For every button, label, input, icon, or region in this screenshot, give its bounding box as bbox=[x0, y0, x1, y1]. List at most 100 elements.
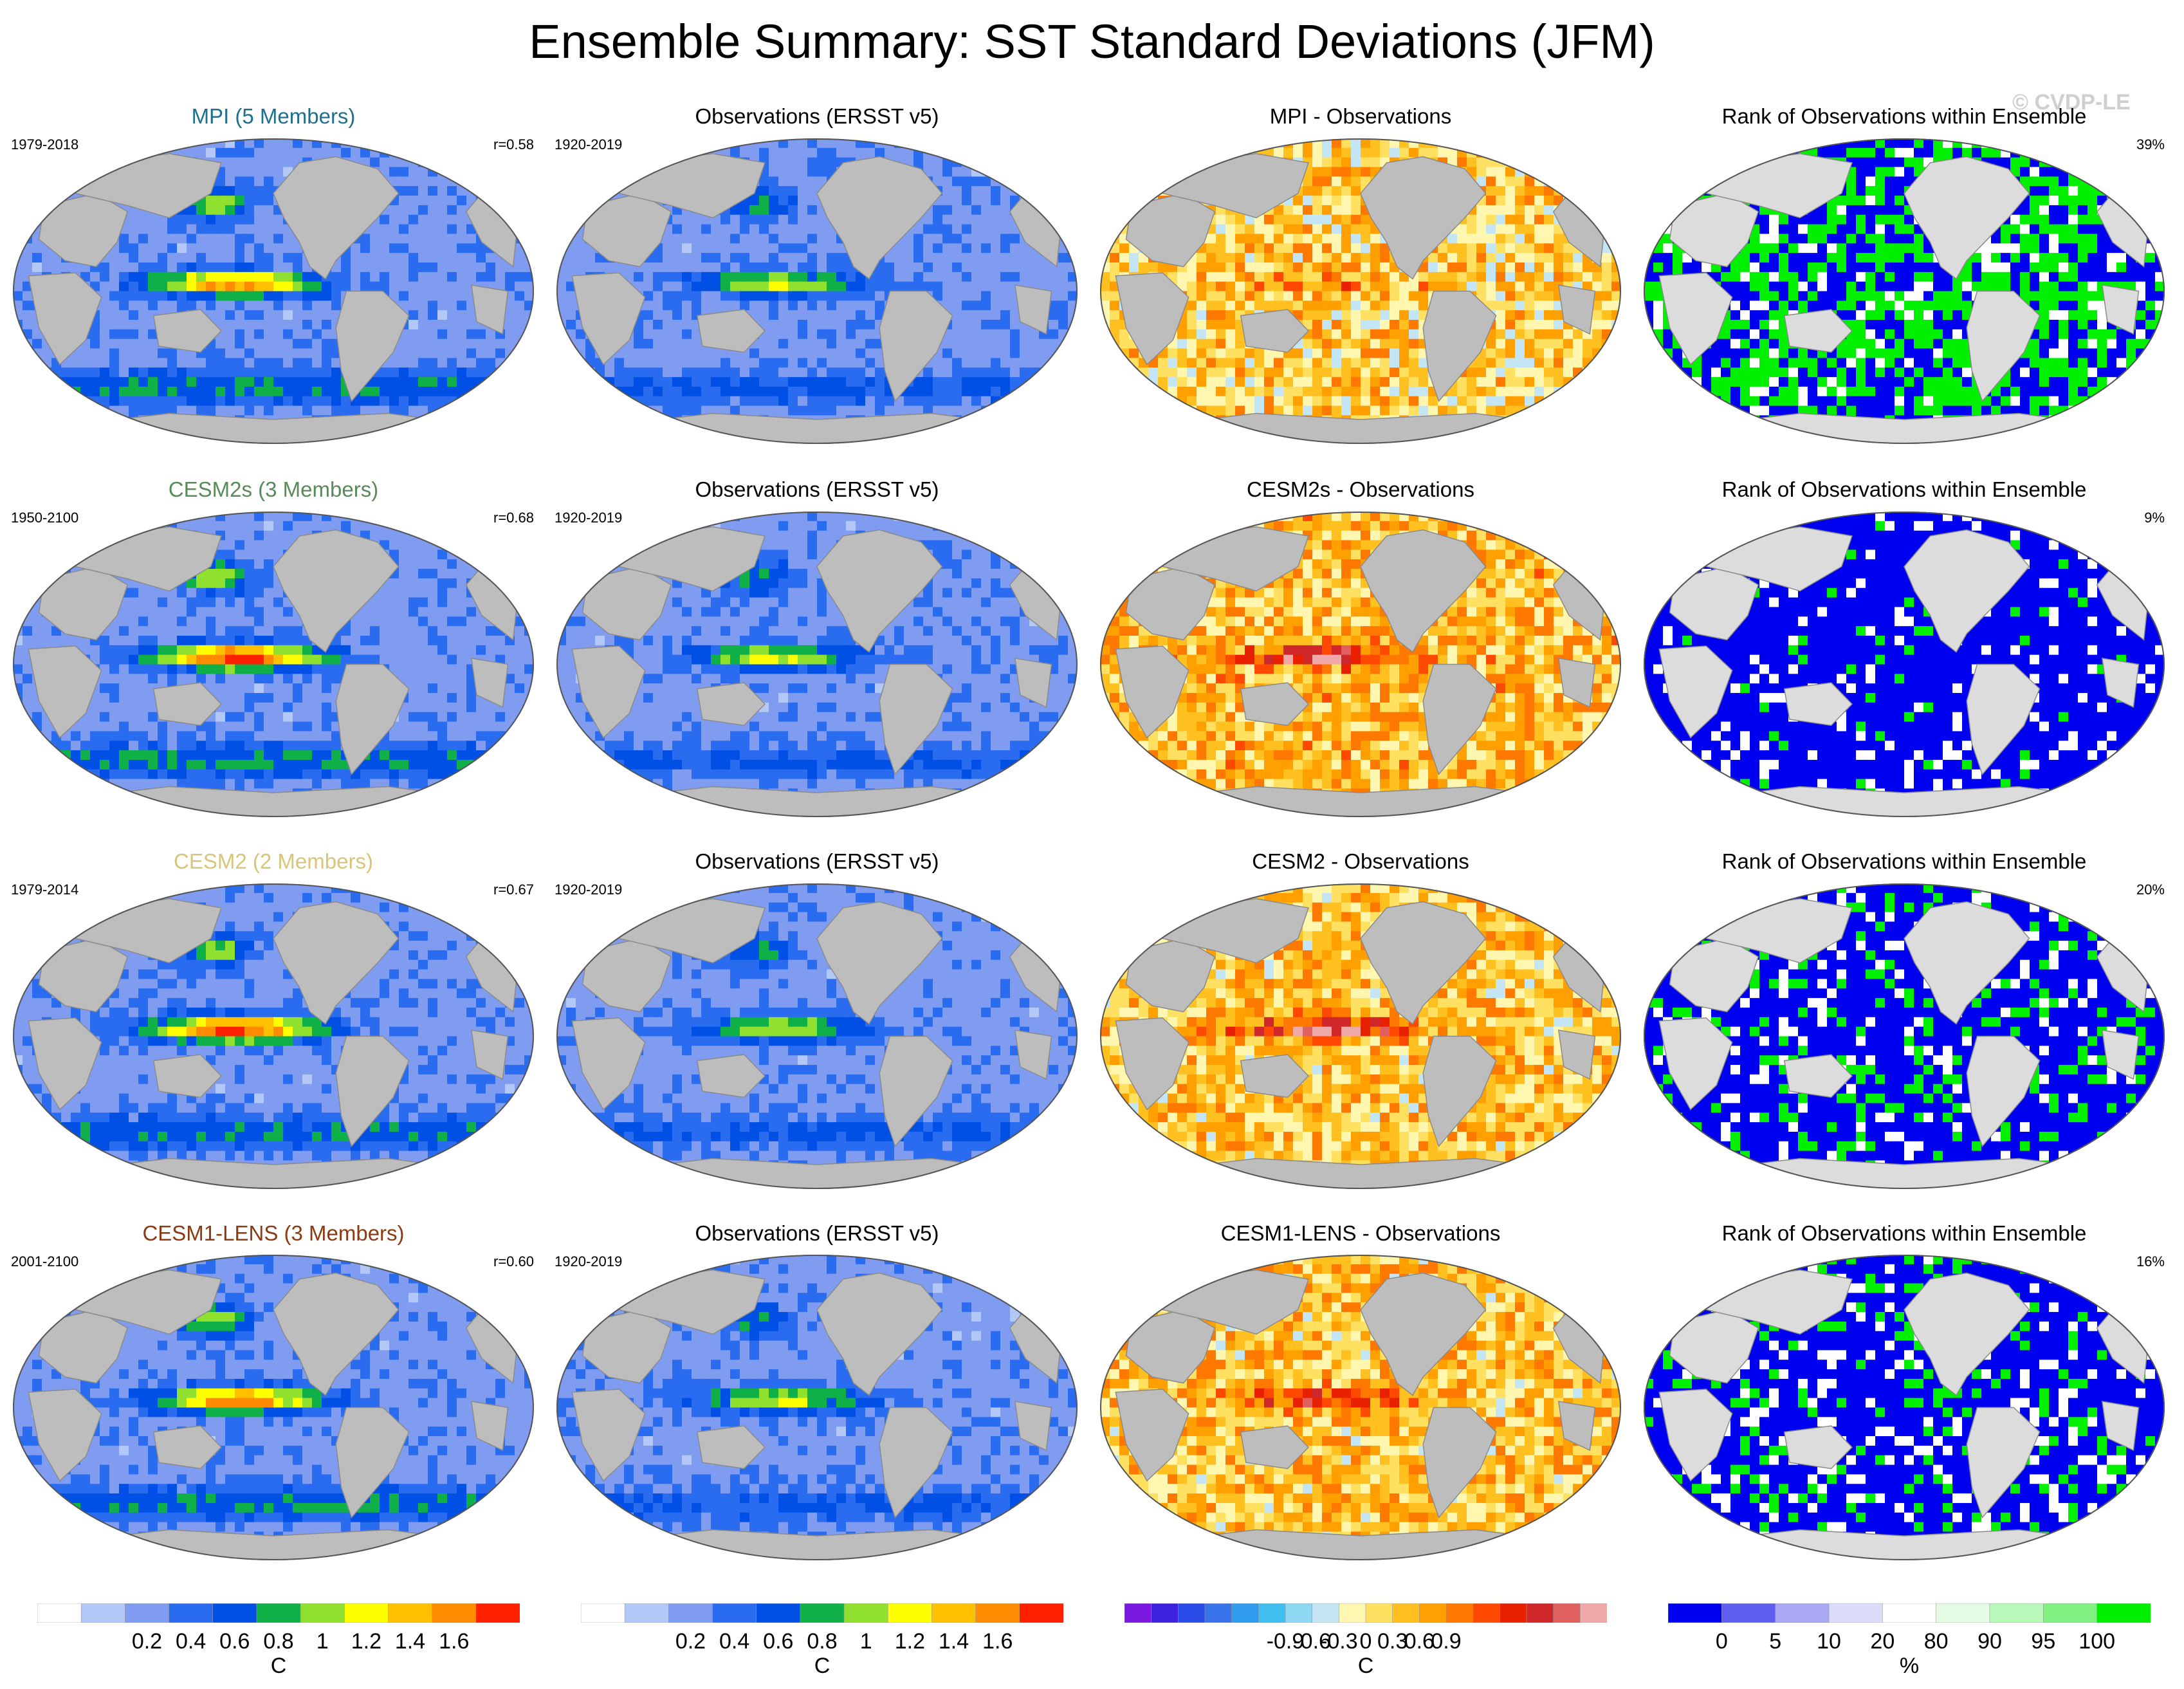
land-mass bbox=[696, 309, 766, 353]
colorbar-tick-label: -0.6 bbox=[1293, 1629, 1331, 1654]
panel-title: CESM1-LENS - Observations bbox=[1221, 1221, 1501, 1246]
map-field bbox=[556, 1255, 1078, 1560]
land-mass bbox=[1557, 1401, 1596, 1452]
colorbar bbox=[1124, 1603, 1607, 1623]
colorbar-tick-label: 0.3 bbox=[1377, 1629, 1408, 1654]
stat-label: 39% bbox=[2107, 136, 2165, 153]
colorbar-swatch bbox=[1526, 1603, 1554, 1623]
colorbar-swatch bbox=[1258, 1603, 1286, 1623]
colorbar-swatch bbox=[843, 1603, 889, 1623]
colorbar-swatch bbox=[1553, 1603, 1581, 1623]
land-mass bbox=[1115, 272, 1189, 365]
period-label: 1979-2014 bbox=[11, 881, 78, 898]
colorbar-swatch bbox=[80, 1603, 126, 1623]
colorbar-tick-label: 0.9 bbox=[1431, 1629, 1461, 1654]
colorbar-tick-label: 1.4 bbox=[939, 1629, 969, 1654]
period-label: 1979-2018 bbox=[11, 136, 78, 153]
colorbar-tick-label: 1.6 bbox=[439, 1629, 469, 1654]
world-map bbox=[13, 138, 534, 444]
colorbar-swatch bbox=[1285, 1603, 1313, 1623]
world-map bbox=[13, 512, 534, 817]
panel-title: Observations (ERSST v5) bbox=[695, 104, 939, 129]
colorbar-tick-label: 0.8 bbox=[263, 1629, 293, 1654]
panel-title: MPI - Observations bbox=[1270, 104, 1451, 129]
colorbar-tick-label: 0.2 bbox=[675, 1629, 706, 1654]
stat-label: r=0.58 bbox=[476, 136, 534, 153]
map-outline bbox=[556, 512, 1078, 817]
world-map bbox=[1100, 138, 1621, 444]
stat-label: 20% bbox=[2107, 881, 2165, 898]
map-field bbox=[1100, 512, 1621, 817]
land-mass bbox=[152, 1425, 223, 1470]
map-outline bbox=[1100, 512, 1621, 817]
colorbar-swatch bbox=[756, 1603, 801, 1623]
colorbar-swatch bbox=[1936, 1603, 1990, 1623]
map-field bbox=[1100, 138, 1621, 444]
land-mass bbox=[879, 1407, 953, 1518]
map-outline bbox=[1100, 1255, 1621, 1560]
land-mass bbox=[696, 1054, 766, 1098]
period-label: 1920-2019 bbox=[555, 1253, 622, 1270]
panel-title: CESM2 - Observations bbox=[1252, 849, 1469, 874]
colorbar-tick-label: 0.2 bbox=[132, 1629, 162, 1654]
land-mass bbox=[2101, 658, 2140, 708]
colorbar-tick-label: 0.6 bbox=[219, 1629, 250, 1654]
land-mass bbox=[571, 645, 646, 739]
map-outline bbox=[1100, 883, 1621, 1189]
colorbar-tick-label: 80 bbox=[1924, 1629, 1949, 1654]
map-field bbox=[1100, 883, 1621, 1189]
land-mass bbox=[273, 901, 399, 1025]
colorbar-swatch bbox=[388, 1603, 433, 1623]
colorbar bbox=[581, 1603, 1063, 1623]
land-mass bbox=[1966, 663, 2041, 775]
land-mass bbox=[1360, 156, 1487, 280]
colorbar-unit: C bbox=[271, 1654, 287, 1679]
land-mass bbox=[1115, 645, 1189, 739]
world-map bbox=[1644, 1255, 2165, 1560]
colorbar-swatch bbox=[1775, 1603, 1830, 1623]
land-mass bbox=[879, 290, 953, 402]
colorbar-swatch bbox=[1580, 1603, 1607, 1623]
land-mass bbox=[816, 529, 943, 653]
colorbar-swatch bbox=[1392, 1603, 1420, 1623]
colorbar-swatch bbox=[1721, 1603, 1776, 1623]
panel-title: Rank of Observations within Ensemble bbox=[1722, 1221, 2087, 1246]
land-mass bbox=[2101, 1029, 2140, 1080]
colorbar-swatch bbox=[1178, 1603, 1206, 1623]
land-mass bbox=[1783, 1054, 1853, 1098]
page-title: Ensemble Summary: SST Standard Deviation… bbox=[0, 14, 2184, 69]
land-mass bbox=[152, 1054, 223, 1098]
colorbar-tick-label: -0.3 bbox=[1320, 1629, 1358, 1654]
colorbar-swatch bbox=[300, 1603, 345, 1623]
land-mass bbox=[816, 1272, 943, 1396]
colorbar-swatch bbox=[1231, 1603, 1260, 1623]
panel-title: Rank of Observations within Ensemble bbox=[1722, 104, 2087, 129]
map-field bbox=[1644, 1255, 2165, 1560]
world-map bbox=[1644, 883, 2165, 1189]
colorbar-swatch bbox=[887, 1603, 933, 1623]
land-mass bbox=[1904, 529, 2030, 653]
colorbar-tick-label: 1.2 bbox=[895, 1629, 925, 1654]
map-outline bbox=[1644, 512, 2165, 817]
land-mass bbox=[1360, 529, 1487, 653]
land-mass bbox=[273, 1272, 399, 1396]
land-mass bbox=[1014, 1029, 1052, 1080]
map-outline bbox=[556, 1255, 1078, 1560]
map-field bbox=[556, 883, 1078, 1189]
colorbar-unit: C bbox=[814, 1654, 830, 1679]
land-mass bbox=[1422, 1407, 1497, 1518]
colorbar-tick-label: 0 bbox=[1360, 1629, 1372, 1654]
colorbar-swatch bbox=[712, 1603, 757, 1623]
land-mass bbox=[1658, 1017, 1733, 1111]
land-mass bbox=[28, 1389, 102, 1482]
panel-title: CESM2 (2 Members) bbox=[174, 849, 373, 874]
land-mass bbox=[273, 529, 399, 653]
colorbar-swatch bbox=[1339, 1603, 1366, 1623]
land-mass bbox=[1014, 284, 1052, 335]
land-mass bbox=[28, 272, 102, 365]
land-mass bbox=[1115, 1017, 1189, 1111]
stat-label: r=0.67 bbox=[476, 881, 534, 898]
world-map bbox=[1100, 512, 1621, 817]
map-field bbox=[1100, 1255, 1621, 1560]
panel-title: Rank of Observations within Ensemble bbox=[1722, 849, 2087, 874]
